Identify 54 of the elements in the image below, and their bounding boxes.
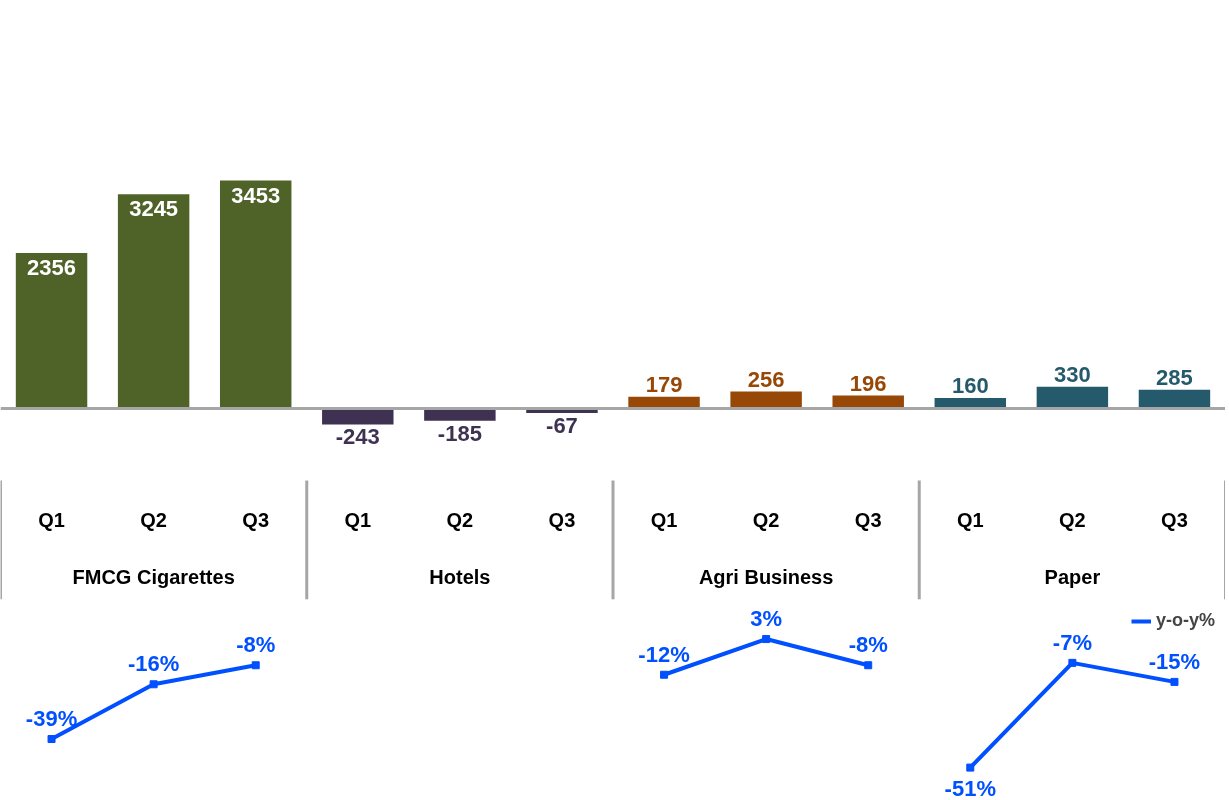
data-label: 2356 [27, 255, 77, 281]
bar [322, 408, 394, 425]
bar [1036, 386, 1109, 409]
point [660, 670, 669, 679]
point [762, 635, 771, 644]
x-tick-label: Q1 [344, 508, 372, 531]
data-label: -12% [638, 641, 690, 667]
text: FMCG Cigarettes [72, 565, 235, 588]
point [251, 661, 260, 670]
x-tick-label: Q3 [242, 508, 270, 531]
x-tick-label: Q2 [446, 508, 474, 531]
x-tick-label: Q1 [650, 508, 678, 531]
data-label: 285 [1156, 364, 1193, 390]
data-label: -8% [236, 632, 276, 658]
data-label: -15% [1148, 648, 1201, 674]
bar [1138, 389, 1211, 409]
data-label: -243 [335, 424, 380, 450]
data-label: 3% [750, 606, 783, 632]
text: Agri Business [698, 565, 834, 588]
bar [424, 408, 496, 421]
data-label: 330 [1054, 361, 1091, 387]
x-tick-label: Q2 [752, 508, 780, 531]
data-label: 196 [849, 370, 887, 396]
x-tick-label: Q2 [140, 508, 167, 531]
point [1068, 658, 1077, 667]
text: Paper [1044, 565, 1101, 588]
point [864, 661, 873, 670]
data-label: -8% [848, 632, 888, 658]
x-tick-label: Q3 [854, 508, 882, 531]
x-tick-label: Q1 [38, 508, 65, 531]
data-label: 160 [951, 373, 989, 399]
point [1170, 677, 1179, 686]
x-tick-label: Q3 [548, 508, 576, 531]
point [47, 735, 56, 744]
data-label: 179 [645, 371, 683, 397]
data-label: -16% [127, 651, 180, 677]
x-tick-label: Q1 [956, 508, 984, 531]
data-label: -185 [437, 420, 482, 446]
x-tick-label: Q3 [1161, 508, 1188, 531]
point [966, 763, 975, 772]
legend-label: y-o-y% [1155, 610, 1215, 631]
bar [117, 194, 190, 409]
text: Hotels [429, 565, 491, 588]
data-label: -7% [1052, 629, 1092, 655]
data-label: 3453 [231, 182, 281, 208]
data-label: 3245 [129, 196, 179, 222]
data-label: -67 [546, 412, 578, 438]
data-label: -51% [944, 775, 996, 800]
point [149, 680, 158, 689]
bar [15, 252, 88, 409]
data-label: 256 [747, 366, 785, 392]
x-tick-label: Q2 [1059, 508, 1086, 531]
data-label: -39% [25, 706, 78, 732]
bar [219, 180, 292, 409]
